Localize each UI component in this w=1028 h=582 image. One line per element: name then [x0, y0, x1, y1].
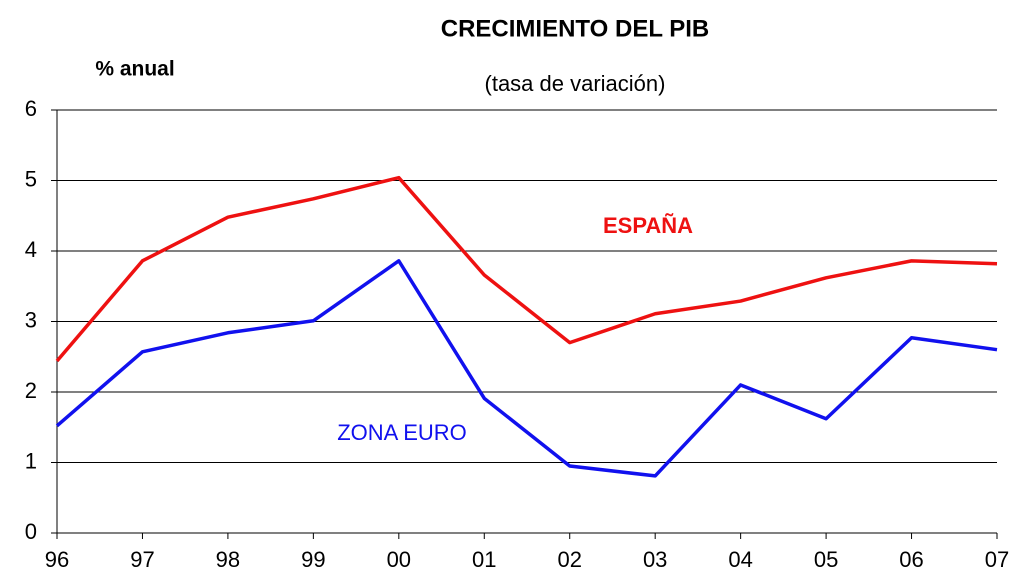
x-tick-label: 05: [814, 547, 838, 572]
x-tick-label: 01: [472, 547, 496, 572]
chart-subtitle: (tasa de variación): [485, 71, 666, 96]
series-line: [55, 175, 998, 363]
y-tick-label: 0: [25, 519, 37, 544]
x-tick-label: 02: [557, 547, 581, 572]
x-tick-label: 97: [130, 547, 154, 572]
x-tick-label: 03: [643, 547, 667, 572]
y-tick-label: 5: [25, 166, 37, 191]
y-tick-label: 3: [25, 307, 37, 332]
series-label: ESPAÑA: [603, 213, 693, 238]
y-tick-label: 2: [25, 378, 37, 403]
y-tick-label: 6: [25, 96, 37, 121]
y-axis-label: % anual: [95, 58, 174, 81]
x-tick-label: 98: [216, 547, 240, 572]
y-tick-label: 4: [25, 237, 37, 262]
x-tick-label: 07: [985, 547, 1009, 572]
chart-title: CRECIMIENTO DEL PIB: [441, 15, 709, 42]
y-tick-label: 1: [25, 448, 37, 473]
series-line: [55, 259, 998, 478]
x-tick-label: 96: [45, 547, 69, 572]
x-tick-label: 00: [387, 547, 411, 572]
x-tick-label: 99: [301, 547, 325, 572]
x-tick-label: 06: [899, 547, 923, 572]
x-tick-label: 04: [728, 547, 752, 572]
series-label: ZONA EURO: [337, 420, 467, 445]
